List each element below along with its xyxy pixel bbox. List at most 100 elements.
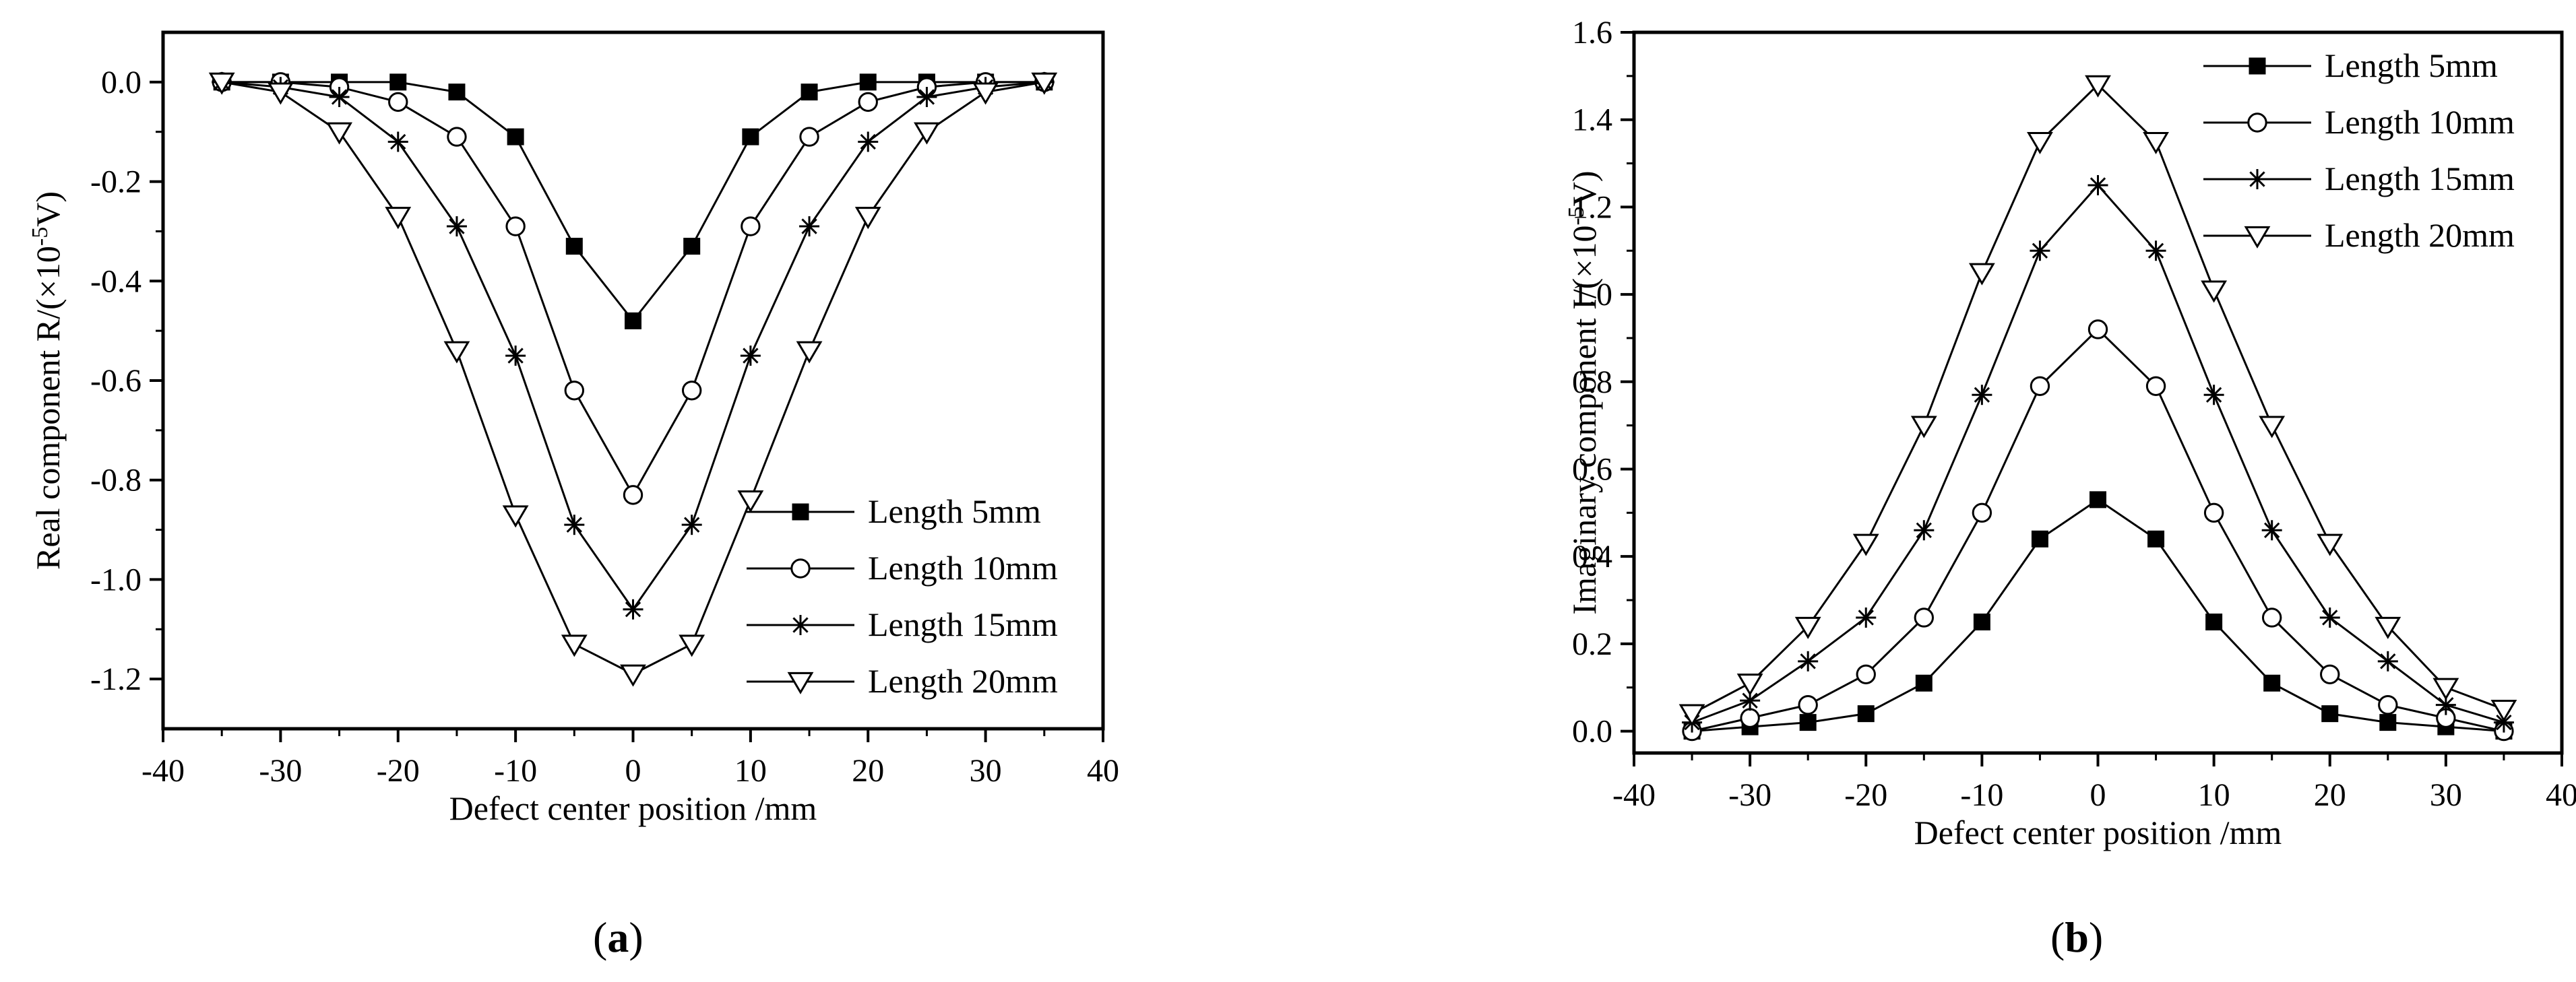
y-axis-label-main: Real component R/(×10 <box>29 246 67 570</box>
y-tick-label: 0.4 <box>1572 539 1612 575</box>
data-point <box>564 381 585 401</box>
series-3 <box>212 71 1055 620</box>
data-point <box>683 238 701 255</box>
y-axis-label: Real component R/(×10-5V) <box>28 191 67 570</box>
x-tick-label: 30 <box>2430 777 2462 813</box>
data-point <box>326 122 352 145</box>
series-2 <box>1682 319 2514 742</box>
data-point <box>447 127 467 147</box>
legend-label: Length 5mm <box>868 492 1041 530</box>
legend-label: Length 5mm <box>2325 46 2498 84</box>
series-4 <box>1678 75 2517 727</box>
legend-item: Length 5mm <box>2203 46 2498 84</box>
x-tick-label: 0 <box>625 753 641 789</box>
series-line <box>1691 498 2505 733</box>
y-axis-label-exponent: -5 <box>28 227 53 246</box>
data-point <box>2203 502 2224 523</box>
y-tick-label: 0.8 <box>1572 364 1612 400</box>
legend-item: Length 20mm <box>2203 216 2515 254</box>
y-tick-label: 0.2 <box>1572 626 1612 662</box>
y-tick-label: 1.4 <box>1572 102 1612 138</box>
x-tick-label: 10 <box>734 753 767 789</box>
panel-label-a-letter: a <box>607 913 629 961</box>
panel-label-b: (b) <box>2050 913 2104 961</box>
data-point <box>1740 708 1760 728</box>
y-axis-label-main: Imaginary component I/(×10 <box>1565 226 1603 615</box>
x-tick-label: -40 <box>142 753 185 789</box>
x-axis-label: Defect center position /mm <box>449 789 817 827</box>
panel-label-a: (a) <box>593 913 643 961</box>
data-point <box>854 207 881 230</box>
data-point <box>2027 132 2053 155</box>
data-point <box>389 73 407 91</box>
series-line <box>222 81 1044 497</box>
data-point <box>564 515 585 535</box>
data-point <box>2435 694 2456 715</box>
data-point <box>620 664 646 687</box>
data-point <box>1856 664 1876 684</box>
data-point <box>2085 75 2111 98</box>
data-point <box>742 128 759 145</box>
data-point <box>2145 240 2166 261</box>
data-point <box>2145 376 2166 396</box>
data-point <box>2205 613 2223 630</box>
data-point <box>2379 714 2397 731</box>
series-line <box>1691 183 2505 724</box>
data-point <box>1799 714 1817 731</box>
legend-item: Length 15mm <box>747 605 1058 643</box>
x-axis-ticks: -40 -30 -20 -10 0 10 20 30 40 <box>142 729 1119 789</box>
data-point <box>385 207 412 230</box>
series-line <box>222 81 1044 612</box>
data-point <box>916 87 937 108</box>
data-point <box>2087 174 2108 195</box>
x-tick-label: 20 <box>2314 777 2346 813</box>
data-point <box>502 505 529 528</box>
x-axis-ticks: -40 -30 -20 -10 0 10 20 30 40 <box>1612 753 2576 813</box>
x-tick-label: -10 <box>1960 777 2003 813</box>
data-point <box>1736 674 1763 696</box>
series-4 <box>208 72 1058 687</box>
data-point <box>2090 491 2106 509</box>
y-axis-label-exponent: -5 <box>1564 206 1589 225</box>
data-point <box>1973 613 1990 630</box>
series-group <box>208 71 1058 687</box>
data-point <box>859 73 877 91</box>
x-tick-label: -30 <box>1728 777 1771 813</box>
y-tick-label: -0.6 <box>90 363 142 399</box>
data-point <box>1910 416 1937 438</box>
legend-marker <box>787 672 814 694</box>
y-axis-ticks: 0.0 -0.2 -0.4 -0.6 -0.8 -1.0 -1.2 <box>90 65 163 697</box>
data-point <box>1972 385 1992 405</box>
data-point <box>800 84 818 101</box>
data-point <box>2261 520 2282 541</box>
legend: Length 5mm Length 10mm Length 15mm Length 2… <box>747 492 1058 700</box>
data-point <box>1678 704 1705 727</box>
y-tick-label: -0.8 <box>90 463 142 498</box>
data-point <box>858 131 879 152</box>
data-point <box>2263 674 2281 692</box>
data-point <box>2490 700 2517 723</box>
data-point <box>2147 530 2165 548</box>
data-point <box>2317 533 2344 556</box>
data-point <box>505 346 526 366</box>
data-point <box>796 341 823 364</box>
data-point <box>446 216 467 237</box>
x-tick-label: 20 <box>852 753 884 789</box>
x-tick-label: 40 <box>2546 777 2576 813</box>
y-tick-label: 1.2 <box>1572 189 1612 225</box>
legend-item: Length 10mm <box>2203 103 2515 141</box>
data-point <box>2321 705 2339 723</box>
data-point <box>2143 132 2169 155</box>
data-point <box>2261 608 2282 628</box>
data-point <box>1031 72 1058 95</box>
data-point <box>1972 502 1992 523</box>
data-point <box>2375 616 2401 639</box>
data-point <box>1915 674 1933 692</box>
y-axis-label: Imaginary component I/(×10-5V) <box>1564 170 1604 614</box>
x-tick-label: 10 <box>2198 777 2230 813</box>
legend-item: Length 15mm <box>2203 160 2515 197</box>
data-point <box>1798 694 1818 715</box>
legend: Length 5mm Length 10mm Length 15mm Length 2… <box>2203 46 2515 254</box>
y-tick-label: -0.4 <box>90 263 142 299</box>
data-point <box>2259 416 2286 438</box>
